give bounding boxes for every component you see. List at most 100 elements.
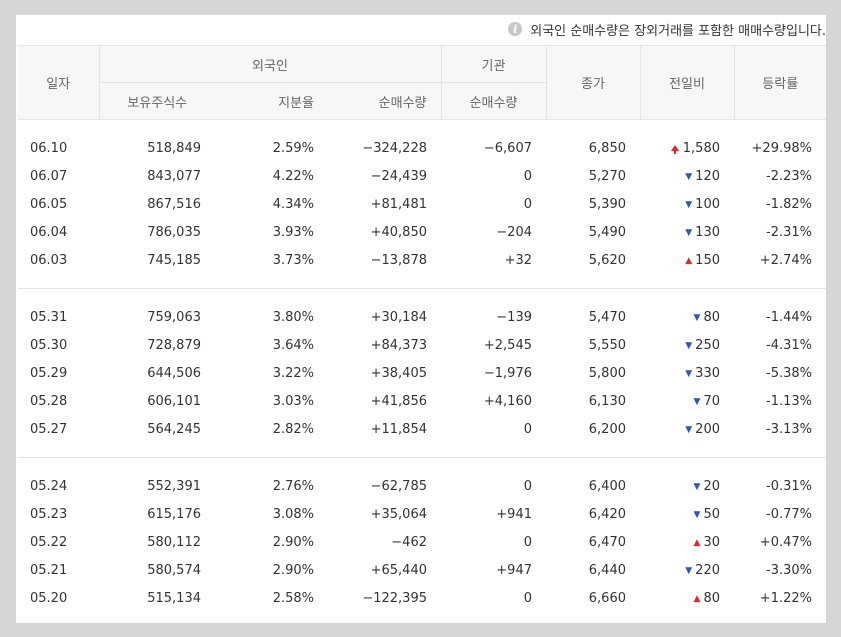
cell-close: 5,800	[588, 365, 626, 381]
table-row: 06.03 745,185 3.73% −13,878 +32 5,620 ▲ 150 +2.7…	[18, 246, 826, 274]
cell-rate: +1.22%	[759, 590, 812, 606]
cell-change: ▼ 130	[640, 218, 734, 246]
down-triangle-icon: ▼	[693, 396, 701, 407]
cell-inst-net: −1,976	[483, 365, 532, 381]
up-triangle-icon: ▲	[685, 255, 693, 266]
table-row: 06.05 867,516 4.34% +81,481 0 5,390 ▼ 100 -1.82%	[18, 190, 826, 218]
cell-ratio: 2.82%	[272, 421, 314, 437]
cell-holdings: 867,516	[147, 196, 201, 212]
cell-foreign-net: +84,373	[370, 337, 427, 353]
cell-inst-net: +32	[504, 252, 532, 268]
cell-change: ▼ 80	[640, 303, 734, 331]
cell-foreign-net: +35,064	[370, 506, 427, 522]
cell-close: 5,470	[588, 309, 626, 325]
change-value: 30	[703, 534, 720, 550]
cell-rate: +2.74%	[759, 252, 812, 268]
cell-holdings: 759,063	[147, 309, 201, 325]
header-ratio: 지분율	[215, 82, 328, 120]
row-spacer	[18, 289, 826, 304]
row-spacer	[18, 120, 826, 135]
cell-inst-net: +4,160	[483, 393, 532, 409]
cell-change: ▼ 20	[640, 472, 734, 500]
cell-rate: -5.38%	[766, 365, 812, 381]
header-date: 일자	[18, 45, 99, 120]
table-row: 05.29 644,506 3.22% +38,405 −1,976 5,800 ▼ 330 -…	[18, 359, 826, 387]
info-icon: i	[508, 22, 523, 36]
cell-ratio: 2.76%	[272, 478, 314, 494]
cell-rate: -0.77%	[766, 506, 812, 522]
cell-foreign-net: +65,440	[370, 562, 427, 578]
cell-holdings: 580,112	[147, 534, 201, 550]
cell-rate: -1.44%	[766, 309, 812, 325]
cell-close: 6,660	[588, 590, 626, 606]
change-value: 250	[695, 337, 720, 353]
header-rate: 등락률	[733, 45, 826, 120]
cell-foreign-net: −62,785	[370, 478, 427, 494]
cell-rate: -3.13%	[766, 421, 812, 437]
change-value: 330	[695, 365, 720, 381]
cell-change: ▼ 200	[640, 415, 734, 443]
cell-holdings: 843,077	[147, 168, 201, 184]
header-foreign: 외국인	[98, 45, 441, 83]
change-value: 150	[695, 252, 720, 268]
cell-holdings: 786,035	[147, 224, 201, 240]
cell-holdings: 615,176	[147, 506, 201, 522]
table-row: 05.31 759,063 3.80% +30,184 −139 5,470 ▼ 80 -1.4…	[18, 303, 826, 331]
table-row: 05.27 564,245 2.82% +11,854 0 6,200 ▼ 200 -3.13%	[18, 415, 826, 443]
cell-date: 05.21	[30, 562, 68, 578]
cell-foreign-net: −24,439	[370, 168, 427, 184]
cell-inst-net: 0	[523, 168, 532, 184]
cell-foreign-net: −122,395	[362, 590, 427, 606]
cell-date: 05.27	[30, 421, 68, 437]
cell-change: ▲ 150	[640, 246, 734, 274]
table-row: 05.28 606,101 3.03% +41,856 +4,160 6,130 ▼ 70 -1…	[18, 387, 826, 415]
down-triangle-icon: ▼	[693, 312, 701, 323]
cell-close: 6,420	[588, 506, 626, 522]
cell-change: 1,580	[640, 134, 734, 162]
cell-inst-net: 0	[523, 478, 532, 494]
cell-foreign-net: +40,850	[370, 224, 427, 240]
row-spacer	[18, 274, 826, 289]
cell-holdings: 580,574	[147, 562, 201, 578]
cell-holdings: 745,185	[147, 252, 201, 268]
cell-inst-net: 0	[523, 196, 532, 212]
notice: i 외국인 순매수량은 장외거래를 포함한 매매수량입니다.	[508, 18, 826, 40]
cell-close: 5,270	[588, 168, 626, 184]
cell-change: ▼ 100	[640, 190, 734, 218]
header-inst-net: 순매수량	[440, 82, 546, 120]
cell-ratio: 2.90%	[272, 534, 314, 550]
cell-change: ▼ 250	[640, 331, 734, 359]
change-value: 80	[703, 590, 720, 606]
notice-text: 외국인 순매수량은 장외거래를 포함한 매매수량입니다.	[530, 23, 826, 39]
cell-ratio: 3.03%	[272, 393, 314, 409]
cell-inst-net: −6,607	[483, 140, 532, 156]
table-row: 06.07 843,077 4.22% −24,439 0 5,270 ▼ 120 -2.23%	[18, 162, 826, 190]
cell-ratio: 3.64%	[272, 337, 314, 353]
down-triangle-icon: ▼	[693, 509, 701, 520]
cell-foreign-net: +11,854	[370, 421, 427, 437]
cell-inst-net: −139	[496, 309, 532, 325]
cell-ratio: 3.93%	[272, 224, 314, 240]
cell-date: 05.20	[30, 590, 68, 606]
cell-rate: -4.31%	[766, 337, 812, 353]
header-change: 전일비	[639, 45, 734, 120]
change-value: 100	[695, 196, 720, 212]
cell-date: 05.31	[30, 309, 68, 325]
cell-close: 5,490	[588, 224, 626, 240]
cell-inst-net: 0	[523, 421, 532, 437]
cell-inst-net: 0	[523, 590, 532, 606]
cell-holdings: 515,134	[147, 590, 201, 606]
header-close: 종가	[545, 45, 640, 120]
limit-up-arrow-icon	[670, 144, 679, 154]
cell-foreign-net: −13,878	[370, 252, 427, 268]
cell-change: ▲ 30	[640, 528, 734, 556]
cell-close: 6,130	[588, 393, 626, 409]
change-value: 200	[695, 421, 720, 437]
row-spacer	[18, 458, 826, 473]
cell-close: 6,400	[588, 478, 626, 494]
change-value: 1,580	[682, 140, 720, 156]
cell-rate: -3.30%	[766, 562, 812, 578]
cell-inst-net: +941	[496, 506, 532, 522]
cell-holdings: 552,391	[147, 478, 201, 494]
cell-ratio: 3.22%	[272, 365, 314, 381]
